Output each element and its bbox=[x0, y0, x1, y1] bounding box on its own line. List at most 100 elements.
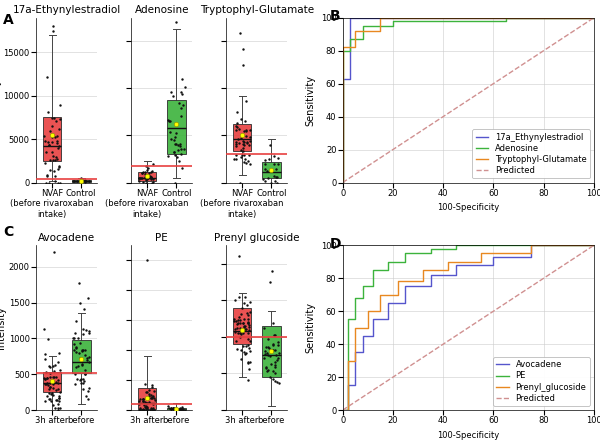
Point bbox=[178, 165, 187, 172]
Point bbox=[263, 336, 273, 343]
Point bbox=[166, 89, 176, 96]
Point bbox=[242, 350, 251, 357]
Point bbox=[50, 404, 59, 411]
Point bbox=[70, 340, 79, 348]
Point bbox=[138, 395, 148, 402]
Point bbox=[238, 144, 248, 151]
Point bbox=[145, 394, 154, 401]
Point bbox=[171, 405, 181, 412]
X-axis label: 100-Specificity: 100-Specificity bbox=[437, 203, 499, 213]
Point bbox=[51, 117, 61, 124]
Point bbox=[172, 120, 181, 127]
Point bbox=[244, 336, 253, 343]
Point bbox=[260, 165, 270, 172]
Point bbox=[245, 359, 254, 366]
Point bbox=[50, 157, 59, 164]
Point bbox=[169, 93, 178, 100]
Point bbox=[176, 105, 186, 112]
Point bbox=[142, 257, 152, 264]
Title: Tryptophyl-Glutamate: Tryptophyl-Glutamate bbox=[200, 5, 314, 15]
Point bbox=[235, 333, 245, 340]
Point bbox=[45, 369, 55, 376]
Point bbox=[271, 347, 280, 354]
Point bbox=[52, 138, 61, 145]
Point bbox=[136, 406, 145, 413]
Point bbox=[148, 176, 158, 183]
Point bbox=[232, 120, 242, 127]
Point bbox=[243, 330, 253, 337]
Point bbox=[273, 355, 283, 362]
Point bbox=[141, 176, 151, 183]
Point bbox=[41, 381, 51, 388]
Point bbox=[42, 375, 52, 382]
Point bbox=[43, 108, 53, 115]
Point bbox=[146, 404, 155, 411]
Point bbox=[260, 178, 270, 185]
Point bbox=[175, 406, 184, 413]
Point bbox=[169, 149, 179, 156]
Point bbox=[273, 338, 283, 345]
Point bbox=[263, 351, 273, 358]
Point bbox=[44, 142, 54, 149]
Point bbox=[236, 134, 246, 141]
Point bbox=[53, 404, 63, 411]
Point bbox=[149, 407, 159, 414]
Point bbox=[41, 355, 50, 363]
Point bbox=[169, 404, 178, 411]
Point bbox=[173, 407, 183, 414]
Point bbox=[233, 320, 243, 327]
Point bbox=[71, 343, 81, 350]
Point bbox=[261, 365, 271, 372]
Point bbox=[245, 161, 255, 168]
Point bbox=[263, 367, 273, 374]
Text: B: B bbox=[330, 9, 341, 23]
Point bbox=[245, 126, 254, 133]
Point bbox=[238, 132, 247, 139]
X-axis label: 100-Specificity: 100-Specificity bbox=[437, 431, 499, 440]
Point bbox=[238, 45, 248, 52]
Y-axis label: Sensitivity: Sensitivity bbox=[305, 302, 315, 353]
Point bbox=[172, 405, 181, 412]
Point bbox=[233, 329, 243, 336]
Point bbox=[268, 368, 278, 375]
Point bbox=[176, 146, 185, 153]
Point bbox=[146, 175, 156, 182]
Point bbox=[145, 390, 154, 397]
Point bbox=[235, 126, 244, 133]
Point bbox=[45, 379, 55, 386]
Point bbox=[45, 127, 55, 135]
Point bbox=[166, 404, 175, 411]
Point bbox=[239, 151, 249, 158]
Point bbox=[141, 399, 151, 406]
Point bbox=[235, 324, 245, 331]
Point bbox=[48, 392, 58, 399]
Point bbox=[235, 253, 244, 260]
Point bbox=[139, 406, 149, 413]
Point bbox=[76, 379, 85, 386]
Point bbox=[49, 368, 58, 375]
Point bbox=[170, 406, 179, 413]
Point bbox=[170, 141, 179, 148]
Point bbox=[84, 328, 94, 335]
Point bbox=[178, 406, 188, 413]
Point bbox=[245, 138, 254, 145]
Point bbox=[232, 109, 242, 116]
Point bbox=[135, 174, 145, 181]
Point bbox=[50, 361, 60, 368]
Point bbox=[135, 405, 145, 412]
Point bbox=[142, 404, 152, 411]
Y-axis label: Sensitivity: Sensitivity bbox=[305, 75, 315, 126]
Point bbox=[138, 179, 148, 186]
Point bbox=[140, 168, 150, 176]
Point bbox=[241, 323, 250, 330]
Point bbox=[134, 177, 143, 184]
Point bbox=[273, 161, 283, 168]
Point bbox=[84, 178, 94, 185]
Point bbox=[180, 84, 190, 91]
Point bbox=[236, 347, 245, 354]
Point bbox=[244, 365, 254, 372]
Point bbox=[243, 319, 253, 326]
Point bbox=[148, 178, 158, 185]
Point bbox=[137, 174, 147, 181]
Point bbox=[54, 162, 64, 169]
